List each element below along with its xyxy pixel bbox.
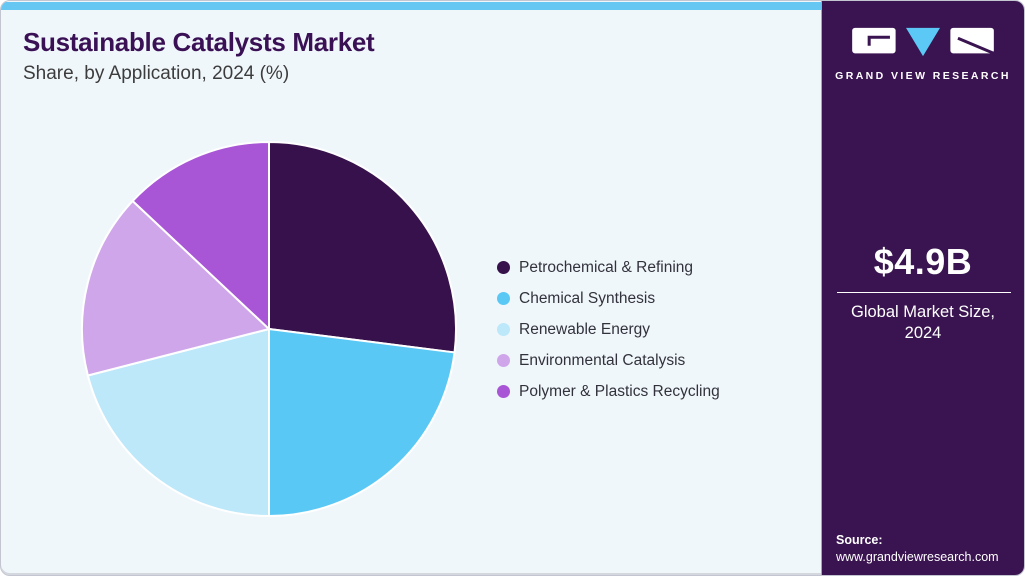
source-block: Source: www.grandviewresearch.com: [836, 533, 999, 564]
legend-marker-icon: [497, 292, 510, 305]
legend-label: Polymer & Plastics Recycling: [519, 382, 720, 400]
legend-item-environmental-catalysis: Environmental Catalysis: [497, 345, 720, 376]
legend-item-petrochemical-refining: Petrochemical & Refining: [497, 252, 720, 283]
market-size-label: Global Market Size, 2024: [851, 303, 995, 343]
legend-item-renewable-energy: Renewable Energy: [497, 314, 720, 345]
legend-item-polymer-plastics-recycling: Polymer & Plastics Recycling: [497, 376, 720, 407]
gvr-g-block-icon: [852, 27, 896, 54]
pie-chart-container: [80, 140, 458, 518]
pie-slice-polymer-plastics-recycling: [131, 141, 270, 330]
gvr-logo-icon: [852, 27, 995, 57]
legend-label: Renewable Energy: [519, 320, 650, 338]
gvr-v-triangle-icon: [906, 27, 940, 57]
pie-slice-environmental-catalysis: [81, 199, 270, 377]
chart-area: Sustainable Catalysts Market Share, by A…: [1, 1, 824, 575]
legend-label: Environmental Catalysis: [519, 351, 686, 369]
market-size-block: $4.9B Global Market Size, 2024: [822, 241, 1024, 345]
legend: Petrochemical & Refining Chemical Synthes…: [497, 252, 720, 407]
legend-marker-icon: [497, 323, 510, 336]
pie-chart: [81, 141, 458, 517]
chart-title: Sustainable Catalysts Market: [23, 27, 375, 57]
chart-subtitle: Share, by Application, 2024 (%): [23, 63, 290, 84]
gvr-g-glyph-icon: [867, 35, 890, 46]
legend-label: Chemical Synthesis: [519, 289, 656, 307]
pie-slice-chemical-synthesis: [268, 328, 456, 517]
pie-slice-renewable-energy: [86, 328, 270, 517]
pie-slice-petrochemical-refining: [268, 141, 458, 354]
legend-marker-icon: [497, 385, 510, 398]
source-label: Source:: [836, 533, 883, 547]
gvr-r-glyph-icon: [957, 36, 995, 55]
top-accent-bar: [1, 2, 824, 10]
sidebar: GRAND VIEW RESEARCH $4.9B Global Market …: [821, 1, 1024, 575]
market-size-value: $4.9B: [873, 241, 973, 282]
brand-name: GRAND VIEW RESEARCH: [835, 70, 1011, 82]
source-url: www.grandviewresearch.com: [836, 550, 999, 564]
legend-item-chemical-synthesis: Chemical Synthesis: [497, 283, 720, 314]
gvr-logo: GRAND VIEW RESEARCH: [822, 25, 1024, 82]
gvr-r-block-icon: [950, 27, 994, 54]
legend-label: Petrochemical & Refining: [519, 258, 694, 276]
legend-marker-icon: [497, 261, 510, 274]
header: Sustainable Catalysts Market Share, by A…: [23, 27, 375, 85]
market-size-divider: [837, 292, 1011, 293]
legend-marker-icon: [497, 354, 510, 367]
